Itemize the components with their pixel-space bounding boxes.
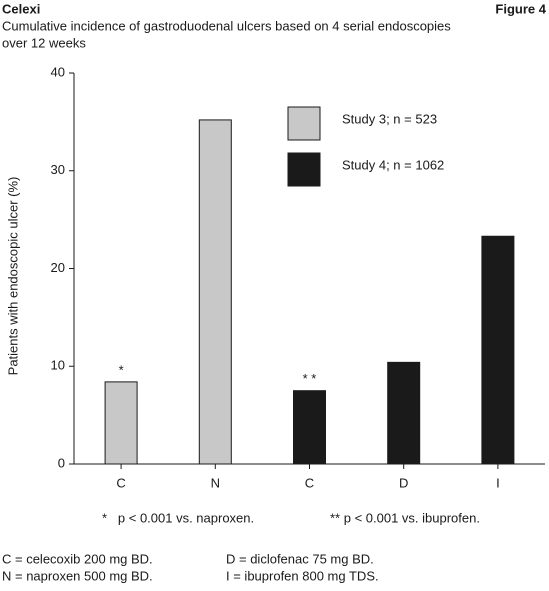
legend-swatch xyxy=(287,152,321,187)
y-axis-label: Patients with endoscopic ulcer (%) xyxy=(5,177,20,376)
legend-label: Study 4; n = 1062 xyxy=(342,157,444,172)
subtitle: Cumulative incidence of gastroduodenal u… xyxy=(2,18,451,33)
bar xyxy=(293,390,326,465)
footnote: * p < 0.001 vs. naproxen. xyxy=(102,510,254,525)
bar xyxy=(387,361,421,465)
key-entry: C = celecoxib 200 mg BD. xyxy=(2,551,153,566)
header: Celexi xyxy=(2,1,40,16)
figure-label: Figure 4 xyxy=(495,1,546,16)
bar xyxy=(104,381,138,465)
y-tick-label: 20 xyxy=(51,260,65,275)
y-tick-label: 0 xyxy=(58,455,65,470)
y-tick-label: 40 xyxy=(51,64,65,79)
x-tick-label: D xyxy=(399,475,408,490)
legend-swatch xyxy=(287,106,321,141)
x-tick-label: C xyxy=(305,475,314,490)
bar xyxy=(481,235,515,465)
subtitle: over 12 weeks xyxy=(2,35,86,50)
footnote: ** p < 0.001 vs. ibuprofen. xyxy=(330,510,480,525)
key-entry: D = diclofenac 75 mg BD. xyxy=(226,551,374,566)
y-tick-label: 30 xyxy=(51,162,65,177)
key-entry: N = naproxen 500 mg BD. xyxy=(2,568,153,583)
legend-label: Study 3; n = 523 xyxy=(342,111,437,126)
x-tick-label: C xyxy=(116,475,125,490)
x-tick-label: I xyxy=(496,475,500,490)
key-entry: I = ibuprofen 800 mg TDS. xyxy=(226,568,379,583)
y-tick-label: 10 xyxy=(51,358,65,373)
bar-annotation: * * xyxy=(303,371,317,386)
bar-annotation: * xyxy=(119,362,124,377)
bar xyxy=(198,119,232,465)
x-tick-label: N xyxy=(211,475,220,490)
